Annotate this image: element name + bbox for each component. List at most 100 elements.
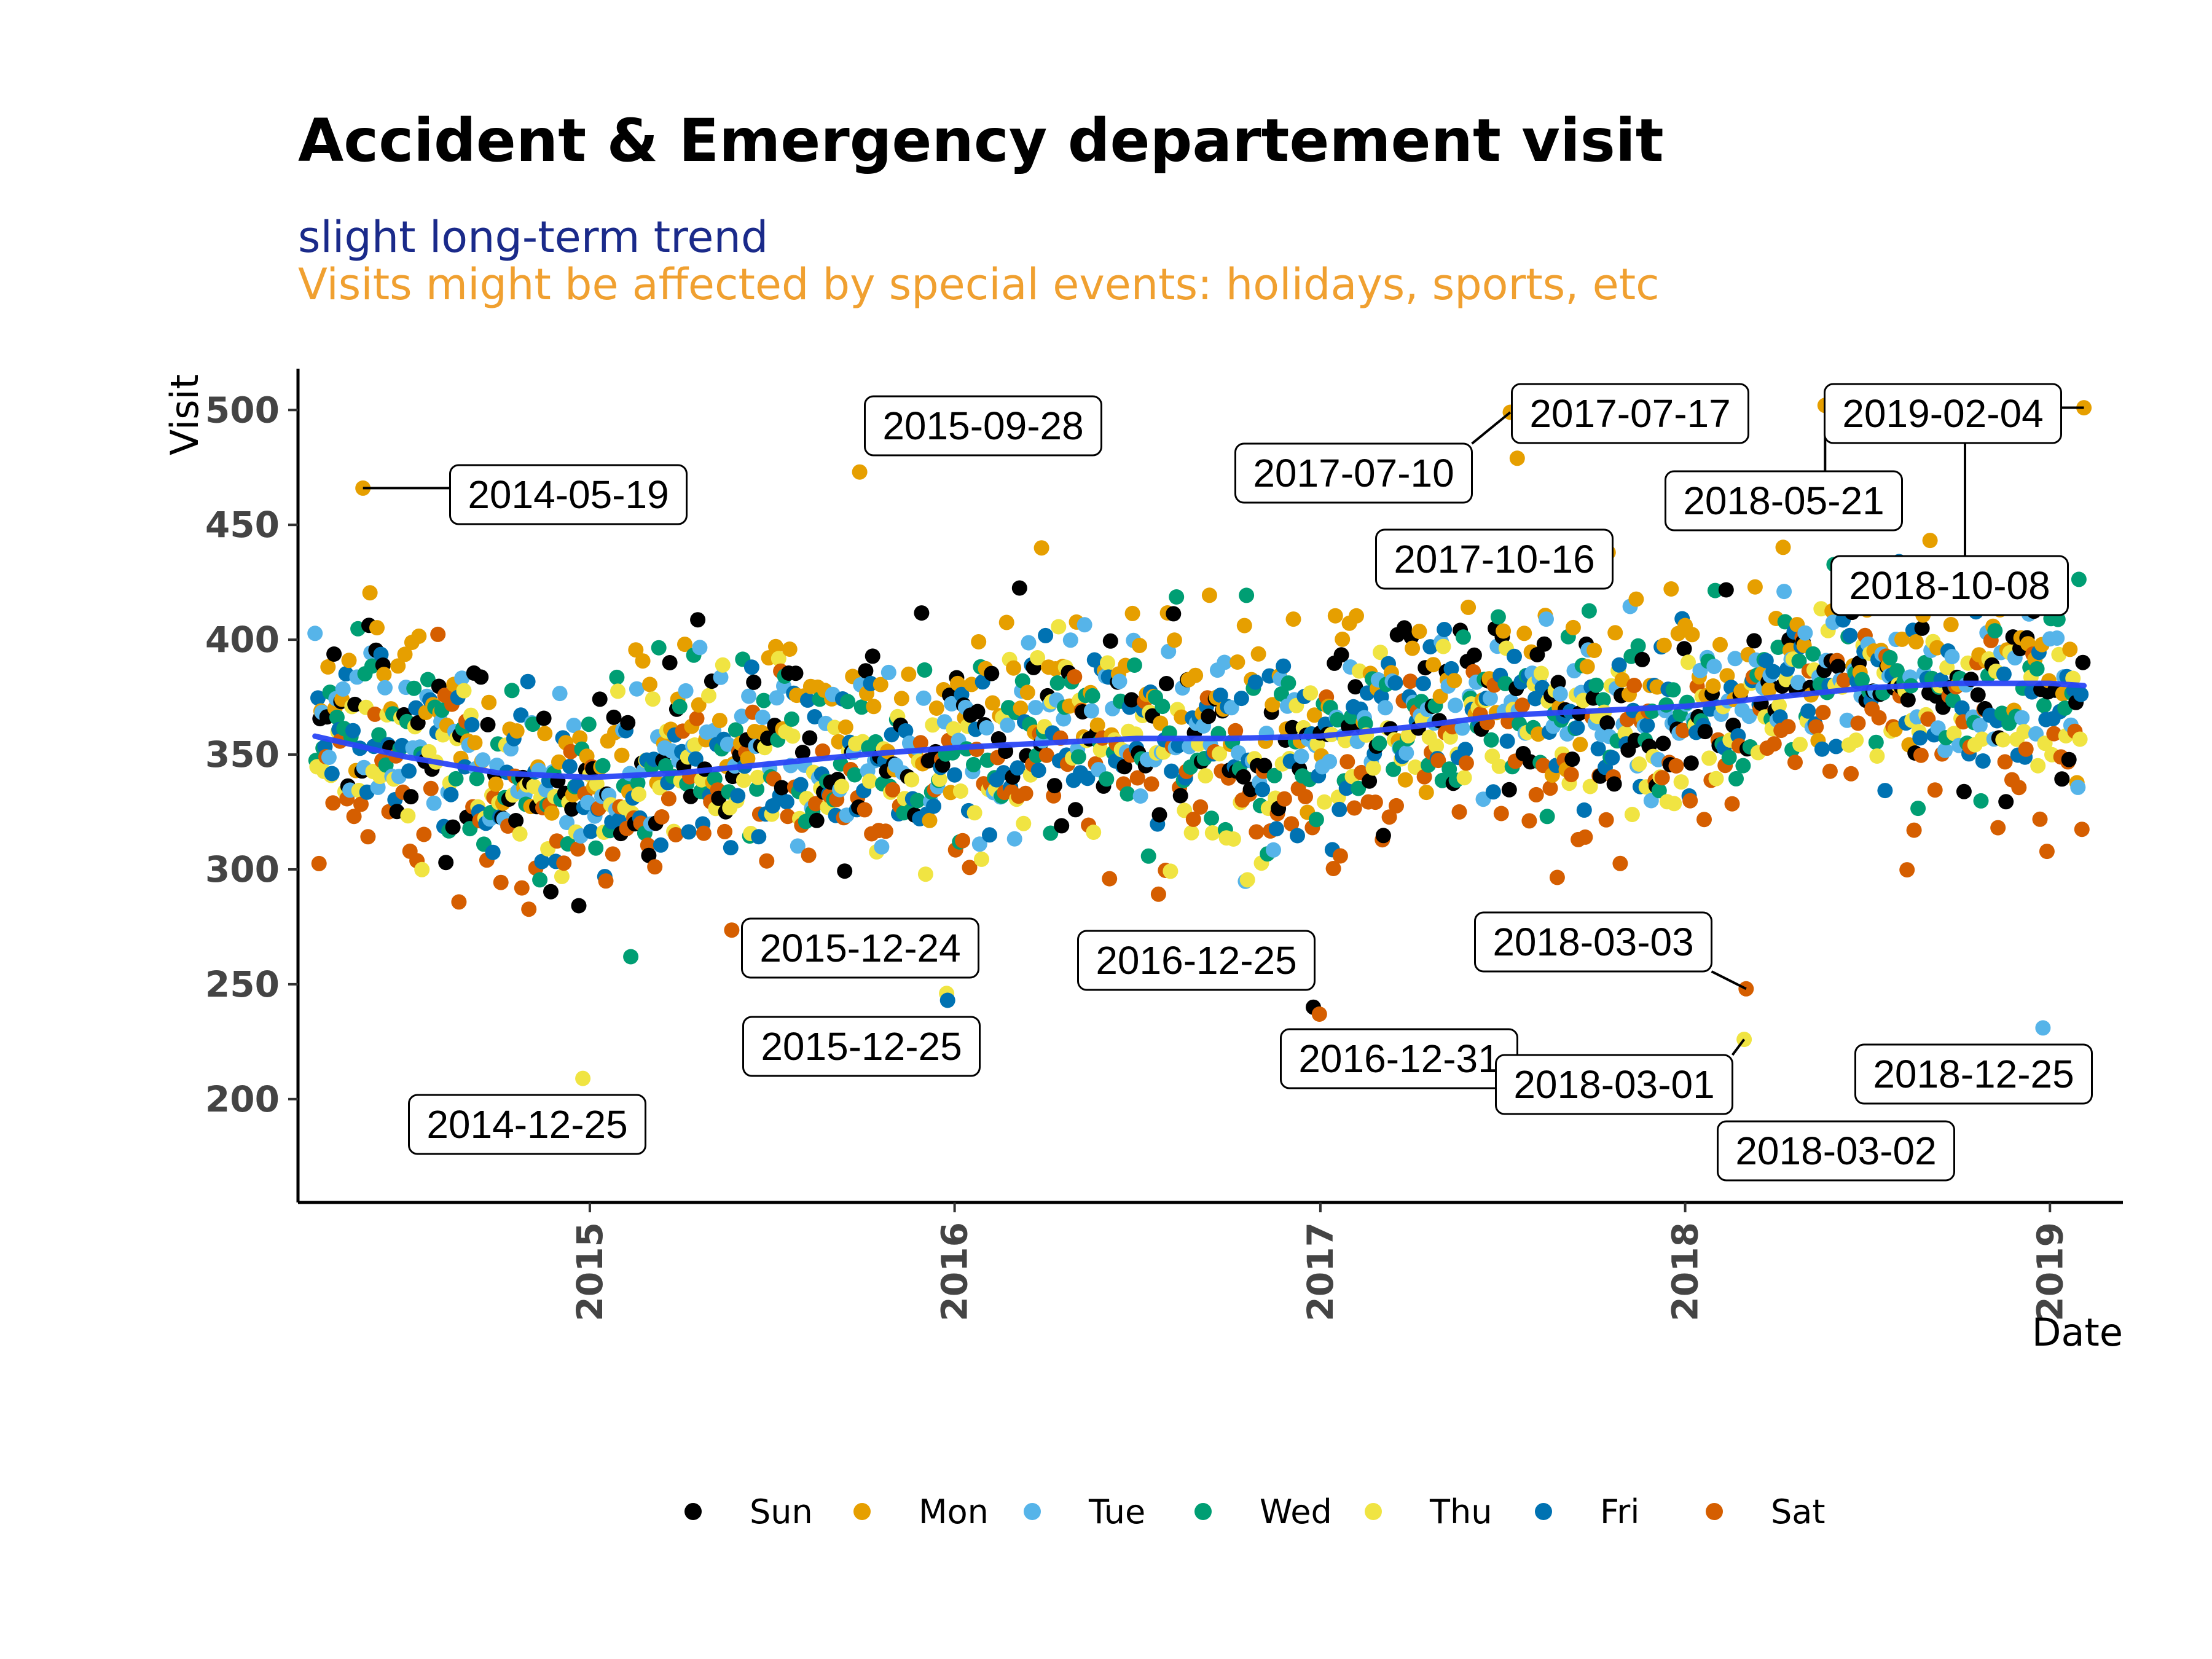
data-point (769, 690, 785, 706)
data-point (1655, 735, 1671, 751)
data-point (583, 823, 599, 839)
data-point (1006, 831, 1022, 847)
y-tick-label: 350 (205, 734, 280, 775)
legend-label: Thu (1429, 1492, 1492, 1531)
data-point (1598, 812, 1614, 828)
data-point (1507, 648, 1522, 664)
data-point (1443, 661, 1459, 677)
data-point (1276, 658, 1292, 674)
data-point (1153, 715, 1169, 731)
data-point (717, 823, 732, 839)
data-point (1868, 734, 1884, 750)
data-point (1230, 654, 1245, 670)
data-point (1418, 785, 1434, 801)
data-point (917, 866, 933, 882)
chart-subtitle-events: Visits might be affected by special even… (298, 259, 1660, 310)
x-tick-label: 2015 (569, 1222, 611, 1321)
legend-label: Tue (1088, 1492, 1145, 1531)
data-point (556, 855, 572, 871)
data-point (837, 719, 853, 735)
data-point (1435, 638, 1451, 654)
data-point (1038, 747, 1054, 763)
data-point (1582, 779, 1598, 794)
data-point (971, 836, 987, 852)
data-point (800, 692, 815, 708)
data-point (858, 663, 874, 679)
data-point (1193, 799, 1209, 815)
data-point (614, 747, 630, 763)
data-point (982, 827, 997, 843)
data-point (1579, 659, 1595, 675)
data-point (1727, 651, 1743, 667)
data-point (1367, 794, 1383, 810)
data-point (591, 800, 607, 816)
data-point (1612, 855, 1628, 871)
data-point (1099, 771, 1115, 787)
data-point (1338, 780, 1354, 796)
data-point (1668, 758, 1684, 774)
data-point (1682, 793, 1698, 809)
data-point (1306, 707, 1322, 723)
data-point (1539, 611, 1554, 627)
data-point (880, 664, 896, 680)
annotation: 2017-10-16 (1375, 528, 1616, 590)
data-point (1351, 780, 1367, 796)
data-point (566, 718, 582, 734)
data-point (1701, 750, 1717, 766)
data-point (922, 812, 938, 828)
data-point (1290, 828, 1305, 844)
data-point (544, 805, 560, 821)
data-point (1815, 705, 1831, 720)
data-point (1362, 773, 1378, 789)
data-point (1663, 581, 1679, 597)
data-point (534, 853, 550, 869)
annotation-box (1375, 528, 1614, 590)
data-point (1572, 737, 1588, 753)
data-point (1365, 760, 1381, 776)
data-point (1274, 686, 1289, 702)
data-point (1996, 666, 2012, 682)
annotation-label: 2016-12-31 (1298, 1037, 1499, 1081)
legend-key (1024, 1503, 1041, 1520)
data-point (668, 827, 684, 842)
data-point (1239, 587, 1255, 603)
data-point (1792, 737, 1808, 753)
legend: Sun Mon Tue Wed Thu Fri Sat (684, 1492, 1826, 1531)
data-point (609, 669, 625, 685)
data-point (1630, 638, 1646, 654)
data-point (406, 680, 422, 696)
data-point (1381, 809, 1397, 825)
data-point (1018, 785, 1033, 801)
data-point (866, 699, 882, 715)
data-point (1080, 771, 1096, 786)
data-point (1776, 584, 1792, 600)
y-tick-label: 500 (205, 389, 280, 431)
data-point (1651, 783, 1667, 799)
data-point (493, 874, 509, 890)
data-point (756, 692, 772, 708)
data-point (750, 769, 766, 785)
chart-subtitle-trend: slight long-term trend (298, 212, 768, 262)
data-point (1586, 643, 1602, 658)
data-point (325, 795, 341, 811)
data-point (749, 781, 765, 797)
annotation: 2017-07-10 (1234, 404, 1518, 504)
data-point (1426, 657, 1441, 673)
data-point (1163, 863, 1179, 879)
data-point (2037, 735, 2053, 751)
data-point (768, 638, 783, 654)
data-point (1483, 732, 1499, 748)
data-point (1250, 646, 1266, 662)
data-point (1201, 587, 1217, 603)
data-point (807, 709, 823, 724)
data-point (1577, 829, 1593, 845)
trend-layer (312, 680, 2087, 780)
data-point (1332, 848, 1348, 864)
data-point (998, 614, 1014, 630)
data-point (1021, 635, 1037, 651)
annotated-point (1311, 1006, 1327, 1022)
data-point (1458, 755, 1474, 771)
data-point (467, 735, 483, 751)
data-point (912, 735, 928, 751)
data-point (962, 860, 978, 876)
